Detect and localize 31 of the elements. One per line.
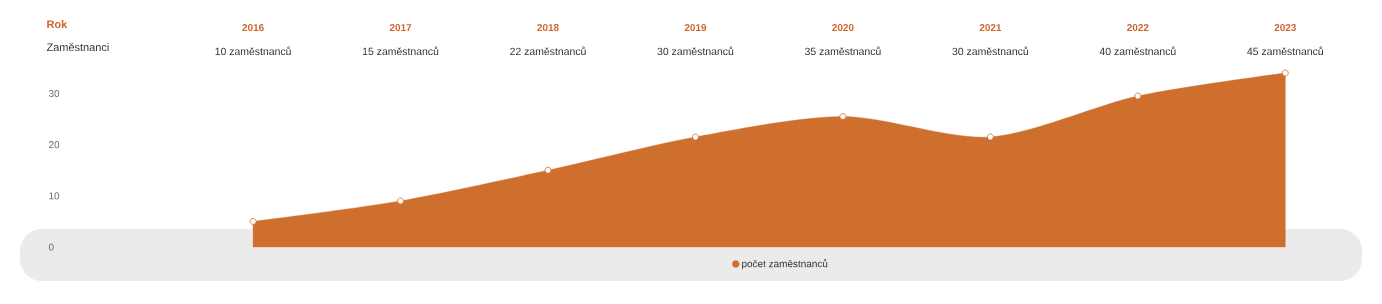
x-tick-label: 2017 (389, 24, 412, 32)
point (986, 133, 994, 141)
x-tick-label: 2018 (537, 24, 559, 32)
point (544, 166, 552, 174)
point (1281, 69, 1289, 77)
text: 40 zaměstnanců (1099, 46, 1176, 56)
y-tick-label: 20 (49, 141, 60, 149)
text: 10 zaměstnanců (215, 46, 291, 56)
point (839, 113, 847, 120)
point (249, 218, 257, 225)
point (1134, 92, 1142, 100)
y-tick-label: 30 (48, 89, 60, 97)
point (692, 133, 699, 141)
text: 30 zaměstnanců (657, 46, 734, 56)
text: 35 zaměstnanců (804, 46, 881, 56)
legend-label: počet zaměstnanců (742, 259, 828, 270)
text: 15 zaměstnanců (362, 46, 439, 56)
text: 22 zaměstnanců (510, 46, 586, 56)
x-tick-label: 2019 (684, 24, 707, 32)
y-axis-title: Zaměstnanci (46, 43, 109, 52)
x-tick-label: 2022 (1127, 24, 1149, 32)
text: 30 zaměstnanců (952, 46, 1029, 56)
x-tick-label: 2020 (832, 24, 854, 32)
x-tick-label: 2023 (1274, 24, 1297, 32)
x-tick-label: 2021 (979, 24, 1002, 32)
y-tick-label: 0 (48, 243, 54, 251)
y-tick-label: 10 (49, 192, 60, 200)
x-axis-title: Rok (47, 20, 68, 29)
x-tick-label: 2016 (242, 24, 264, 32)
point (397, 197, 404, 205)
text: 45 zaměstnanců (1247, 46, 1323, 56)
